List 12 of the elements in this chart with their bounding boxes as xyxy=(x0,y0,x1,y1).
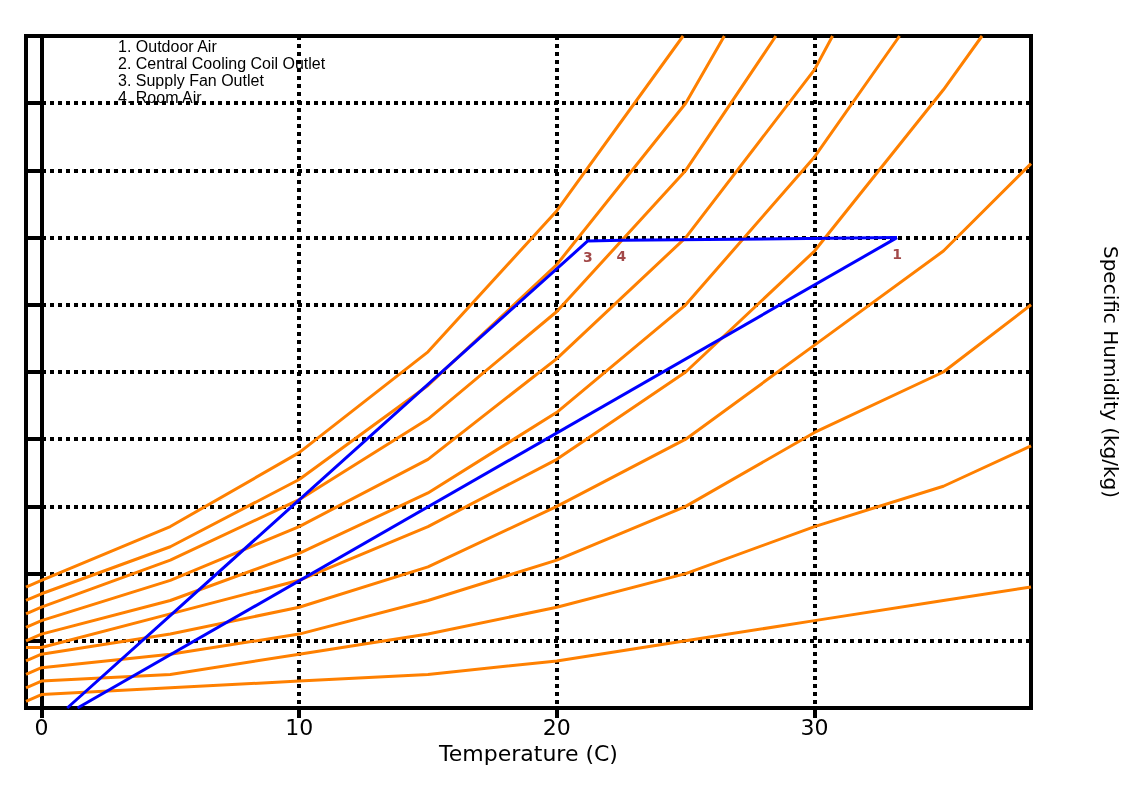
x-tick-label: 30 xyxy=(800,714,829,740)
x-tick-label: 0 xyxy=(34,714,49,740)
y-axis-title: Specific Humidity (kg/kg) xyxy=(1099,245,1123,499)
annotation: 2. Central Cooling Coil Outlet xyxy=(118,54,326,72)
annotation: 4 xyxy=(616,248,627,265)
annotation: 1. Outdoor Air xyxy=(118,37,218,55)
annotation: 1 xyxy=(892,245,902,262)
x-tick-label: 10 xyxy=(285,714,314,740)
x-tick-label: 20 xyxy=(542,714,571,740)
annotation: 3. Supply Fan Outlet xyxy=(118,71,265,89)
annotation: 3 xyxy=(582,248,593,265)
x-axis-title: Temperature (C) xyxy=(438,741,618,767)
